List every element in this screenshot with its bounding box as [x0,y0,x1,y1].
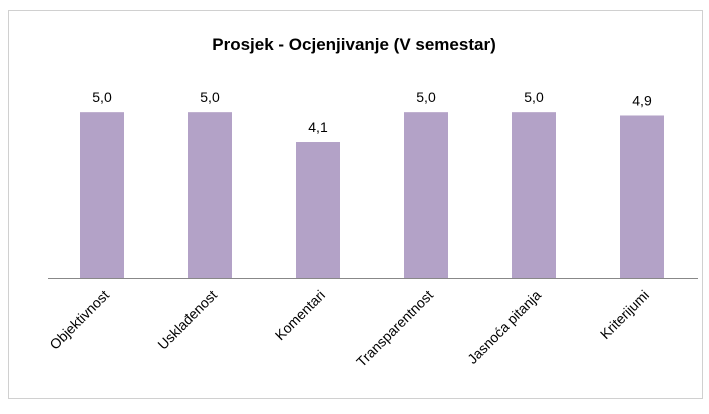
value-label: 4,1 [308,119,328,135]
bar [296,142,340,278]
bar [80,112,124,279]
value-label: 5,0 [92,89,112,105]
value-label: 4,9 [632,92,652,108]
chart-title: Prosjek - Ocjenjivanje (V semestar) [212,35,495,54]
bar [188,112,232,279]
bar [620,115,664,278]
bar [512,112,556,279]
value-label: 5,0 [416,89,436,105]
value-label: 5,0 [200,89,220,105]
value-label: 5,0 [524,89,544,105]
bar [404,112,448,279]
chart-frame [8,10,703,399]
